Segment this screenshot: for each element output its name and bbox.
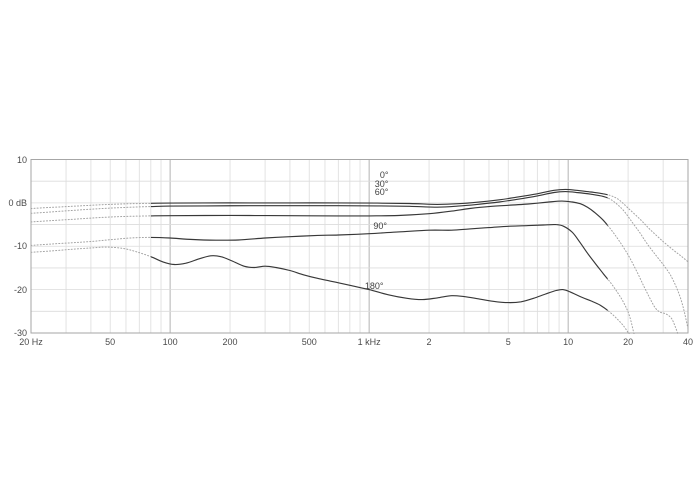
x-tick-label: 10 [563,337,574,347]
curve-30-degrees-dotted [31,191,688,330]
x-tick-label: 40 [682,337,693,347]
curve-label-180deg: 180° [364,280,384,291]
x-tick-label: 20 Hz [19,337,43,347]
y-tick-label: -30 [13,328,27,338]
curve-0-degrees-solid [150,188,608,205]
x-tick-label: 100 [162,337,178,347]
x-tick-label: 500 [301,337,317,347]
x-tick-label: 5 [505,337,511,347]
x-tick-label: 20 [623,337,634,347]
curve-90-degrees-solid [150,223,608,280]
x-tick-label: 50 [105,337,116,347]
x-tick-label: 2 [426,337,432,347]
y-tick-label: -10 [13,241,27,252]
x-tick-label: 200 [222,337,238,347]
grid [30,159,689,334]
curve-label-60deg: 60° [374,186,389,197]
y-tick-label: 10 [16,154,27,165]
curve-label-0deg: 0° [379,170,389,181]
x-tick-label: 1 kHz [357,337,381,347]
curve-label-90deg: 90° [373,221,388,232]
y-tick-label: -20 [13,284,27,295]
y-tick-label: 0 dB [8,197,27,208]
curve-180-degrees-dotted [31,246,631,334]
curve-label-30deg: 30° [374,178,389,189]
curve-0-degrees-dotted [31,188,688,263]
curve-30-degrees-solid [150,191,608,208]
plot-border [30,159,689,334]
curves [31,188,688,334]
curve-60-degrees-solid [150,200,608,227]
curve-180-degrees-solid [150,255,608,312]
